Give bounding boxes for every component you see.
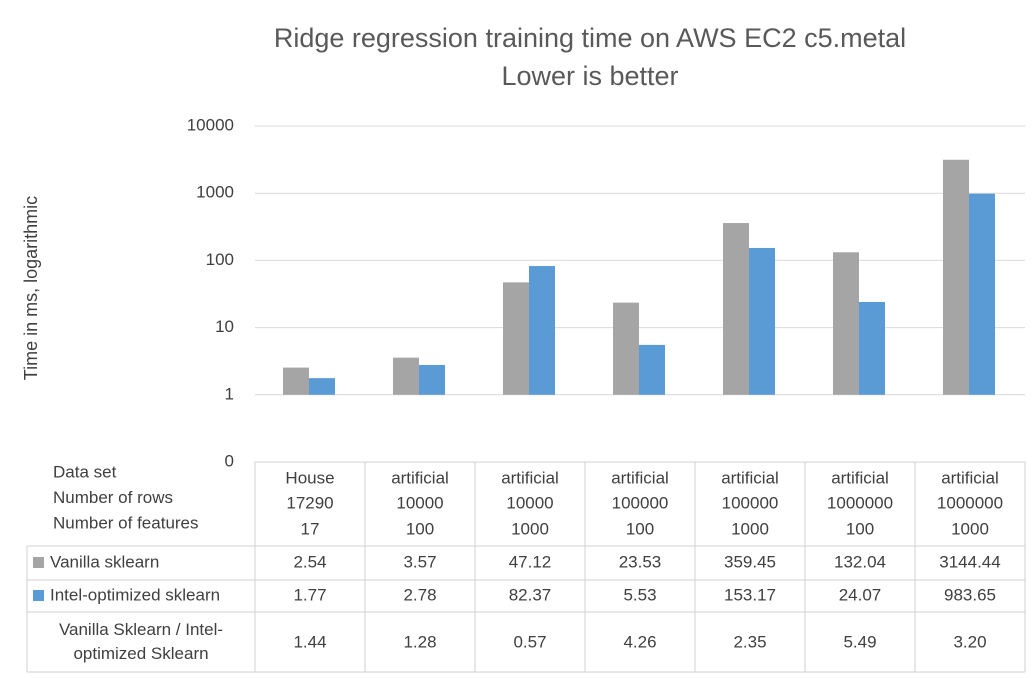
data-label: 3144.44 <box>939 552 1000 571</box>
bar <box>639 344 665 395</box>
y-tick-label: 1000 <box>196 183 234 202</box>
bar <box>613 302 639 395</box>
bar <box>503 282 529 395</box>
bar <box>749 247 775 395</box>
bar <box>283 367 309 395</box>
rows-label: 100000 <box>722 493 779 512</box>
data-label: 24.07 <box>839 585 882 604</box>
data-label: 983.65 <box>944 585 996 604</box>
features-label: 100 <box>626 519 654 538</box>
ratio-label: 4.26 <box>623 632 656 651</box>
y-tick-label: 1 <box>225 384 234 403</box>
ratio-label: 1.44 <box>293 632 326 651</box>
features-label: 1000 <box>511 519 549 538</box>
data-label: 132.04 <box>834 552 886 571</box>
legend-label: Intel-optimized sklearn <box>50 585 220 604</box>
features-label: 100 <box>846 519 874 538</box>
y-tick-label: 0 <box>225 451 234 470</box>
category-label: artificial <box>391 468 449 487</box>
category-label: artificial <box>721 468 779 487</box>
data-label: 1.77 <box>293 585 326 604</box>
chart-subtitle: Lower is better <box>501 61 678 91</box>
bar <box>833 252 859 395</box>
rows-label: 1000000 <box>937 493 1003 512</box>
data-label: 5.53 <box>623 585 656 604</box>
ratio-label: 0.57 <box>513 632 546 651</box>
ratio-label: 2.35 <box>733 632 766 651</box>
data-label: 82.37 <box>509 585 552 604</box>
data-label: 47.12 <box>509 552 552 571</box>
bar <box>393 357 419 395</box>
ratio-header: Vanilla Sklearn / Intel-optimized Sklear… <box>58 620 224 663</box>
bar <box>943 159 969 395</box>
y-tick-label: 100 <box>206 250 234 269</box>
features-label: 1000 <box>731 519 769 538</box>
ratio-label: 1.28 <box>403 632 436 651</box>
data-label: 153.17 <box>724 585 776 604</box>
bar <box>309 378 335 395</box>
ratio-label: 5.49 <box>843 632 876 651</box>
ratio-header-box: Vanilla Sklearn / Intel-optimized Sklear… <box>58 620 224 663</box>
ratio-label: 3.20 <box>953 632 986 651</box>
rows-label: 17290 <box>286 493 333 512</box>
rows-label: 100000 <box>612 493 669 512</box>
features-label: 17 <box>301 519 320 538</box>
bar <box>859 301 885 395</box>
row-header: Data set <box>53 462 117 481</box>
category-label: artificial <box>831 468 889 487</box>
bar <box>723 223 749 395</box>
data-label: 23.53 <box>619 552 662 571</box>
category-label: artificial <box>611 468 669 487</box>
features-label: 1000 <box>951 519 989 538</box>
y-tick-label: 10000 <box>187 115 234 134</box>
bar <box>969 193 995 395</box>
category-label: artificial <box>941 468 999 487</box>
category-label: House <box>285 468 334 487</box>
chart-title: Ridge regression training time on AWS EC… <box>274 23 906 53</box>
legend-swatch <box>33 557 44 568</box>
legend-label: Vanilla sklearn <box>50 552 159 571</box>
rows-label: 1000000 <box>827 493 893 512</box>
features-label: 100 <box>406 519 434 538</box>
category-label: artificial <box>501 468 559 487</box>
data-label: 2.54 <box>293 552 326 571</box>
bar <box>419 364 445 395</box>
row-header: Number of rows <box>53 488 173 507</box>
rows-label: 10000 <box>506 493 553 512</box>
row-header: Number of features <box>53 513 199 532</box>
data-label: 2.78 <box>403 585 436 604</box>
rows-label: 10000 <box>396 493 443 512</box>
data-label: 359.45 <box>724 552 776 571</box>
bar <box>529 266 555 395</box>
y-tick-label: 10 <box>215 317 234 336</box>
y-axis-label: Time in ms, logarithmic <box>21 196 41 380</box>
data-label: 3.57 <box>403 552 436 571</box>
legend-swatch <box>33 590 44 601</box>
